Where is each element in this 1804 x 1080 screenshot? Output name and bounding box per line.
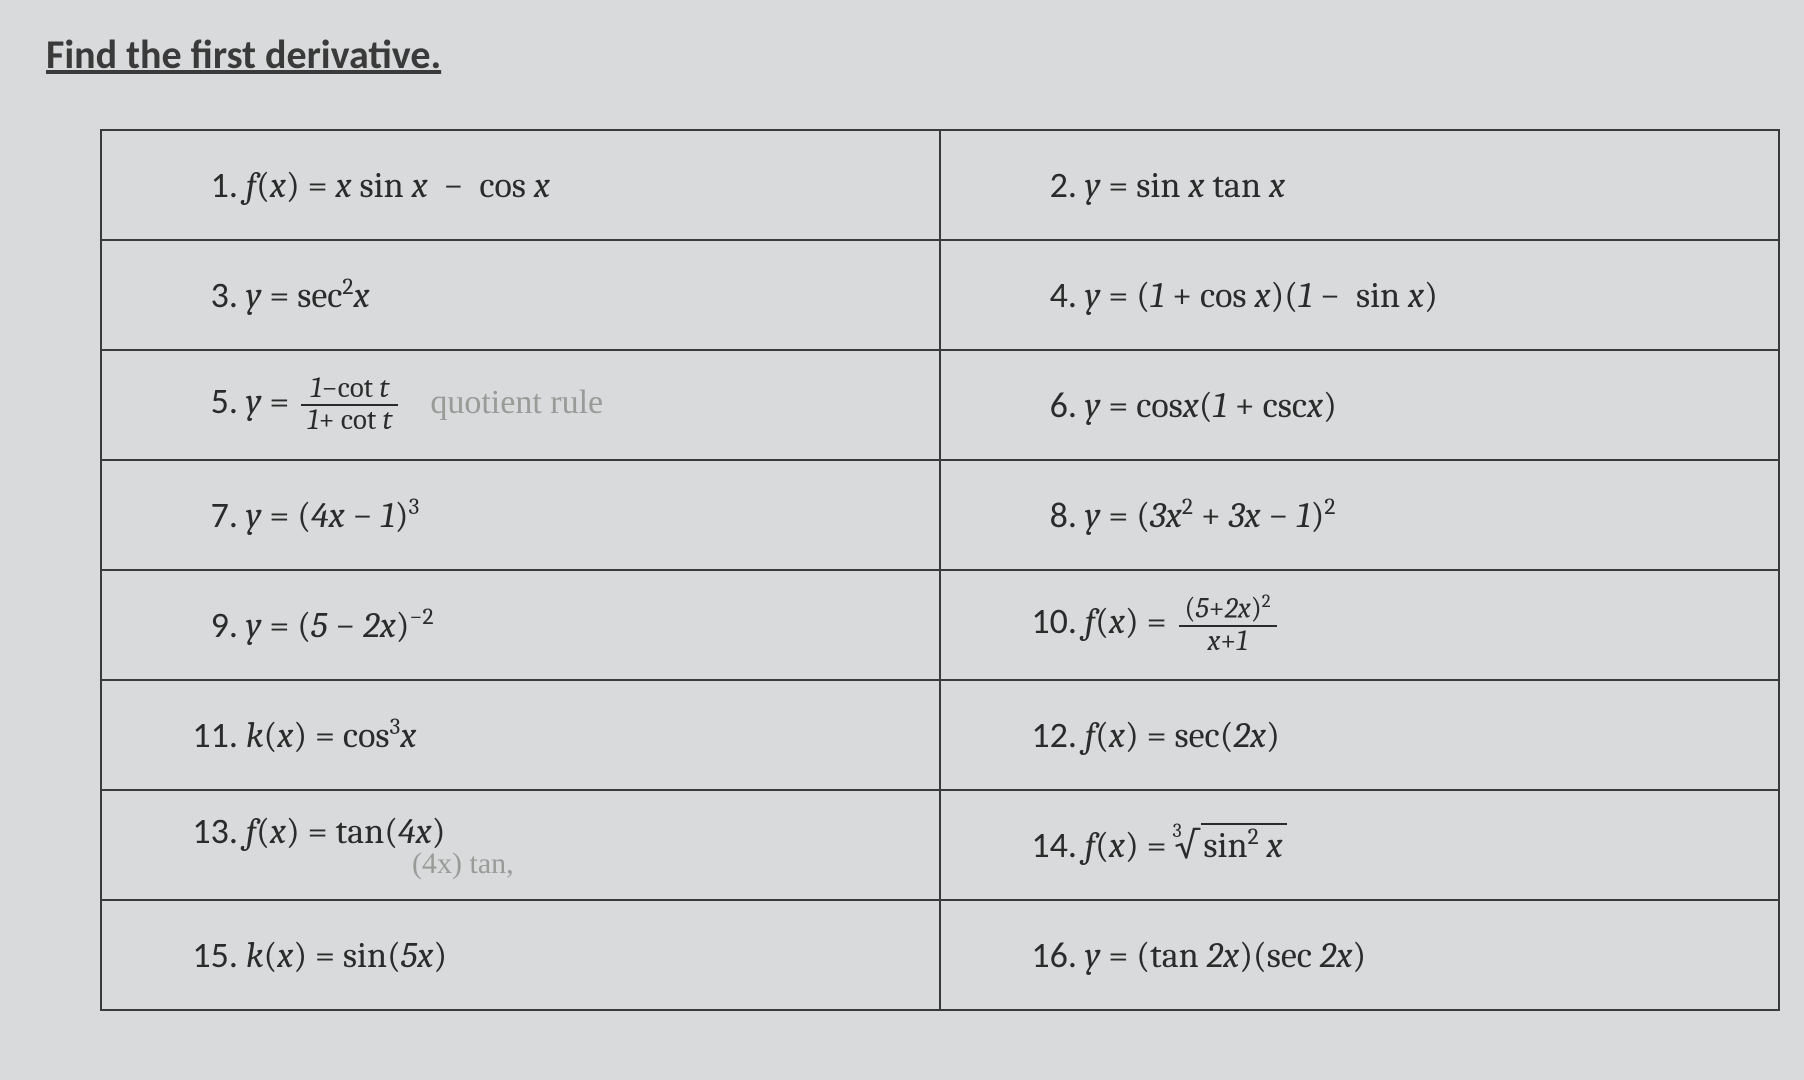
problem-number: 12.	[1021, 713, 1077, 757]
problem-number: 15.	[182, 933, 238, 977]
problem-cell: 2. y = sin x tan x	[940, 130, 1779, 240]
problem-number: 2.	[1021, 163, 1077, 207]
problem-expression: y = 1−cot t1+ cot tquotient rule	[246, 381, 603, 422]
problem-number: 3.	[182, 273, 238, 317]
problem-cell: 12. f(x) = sec(2x)	[940, 680, 1779, 790]
problem-expression: k(x) = cos3x	[246, 715, 416, 756]
problem-cell: 11. k(x) = cos3x	[101, 680, 940, 790]
problem-expression: y = (1 + cos x)(1 − sin x)	[1085, 275, 1438, 316]
problem-number: 13.	[182, 809, 238, 853]
problem-number: 4.	[1021, 273, 1077, 317]
problem-cell: 1. f(x) = x sin x − cos x	[101, 130, 940, 240]
problem-number: 16.	[1021, 933, 1077, 977]
problem-cell: 15. k(x) = sin(5x)	[101, 900, 940, 1010]
problem-cell: 8. y = (3x2 + 3x − 1)2	[940, 460, 1779, 570]
problem-expression: f(x) = x sin x − cos x	[246, 165, 550, 206]
problem-expression: y = cosx(1 + cscx)	[1085, 385, 1337, 426]
problem-cell: 6. y = cosx(1 + cscx)	[940, 350, 1779, 460]
problem-expression: y = sin x tan x	[1085, 165, 1285, 206]
problem-number: 1.	[182, 163, 238, 207]
problem-cell: 7. y = (4x − 1)3	[101, 460, 940, 570]
problem-number: 8.	[1021, 493, 1077, 537]
problem-expression: f(x) = 3√sin2 x	[1085, 825, 1287, 866]
problem-number: 11.	[182, 713, 238, 757]
problem-expression: y = sec2x	[246, 275, 370, 316]
problem-number: 6.	[1021, 383, 1077, 427]
problem-cell: 3. y = sec2x	[101, 240, 940, 350]
problem-cell: 10. f(x) = (5+2x)2x+1	[940, 570, 1779, 680]
problem-cell: 4. y = (1 + cos x)(1 − sin x)	[940, 240, 1779, 350]
problem-number: 5.	[182, 379, 238, 423]
problem-expression: f(x) = tan(4x)(4x) tan,	[182, 811, 939, 881]
problem-number: 9.	[182, 603, 238, 647]
problem-number: 14.	[1021, 823, 1077, 867]
page-title: Find the first derivative.	[46, 30, 1764, 79]
problem-expression: f(x) = sec(2x)	[1085, 715, 1280, 756]
problem-cell: 16. y = (tan 2x)(sec 2x)	[940, 900, 1779, 1010]
problem-expression: f(x) = (5+2x)2x+1	[1085, 601, 1281, 642]
problem-cell: 14. f(x) = 3√sin2 x	[940, 790, 1779, 900]
problem-cell: 13. f(x) = tan(4x)(4x) tan,	[101, 790, 940, 900]
problem-expression: y = (3x2 + 3x − 1)2	[1085, 495, 1335, 536]
problem-expression: y = (tan 2x)(sec 2x)	[1085, 935, 1366, 976]
problem-number: 7.	[182, 493, 238, 537]
problem-expression: k(x) = sin(5x)	[246, 935, 447, 976]
problem-cell: 9. y = (5 − 2x)−2	[101, 570, 940, 680]
problems-table: 1. f(x) = x sin x − cos x2. y = sin x ta…	[100, 129, 1780, 1011]
problem-expression: y = (4x − 1)3	[246, 495, 419, 536]
problem-expression: y = (5 − 2x)−2	[246, 605, 434, 646]
problem-cell: 5. y = 1−cot t1+ cot tquotient rule	[101, 350, 940, 460]
problem-number: 10.	[1021, 599, 1077, 643]
